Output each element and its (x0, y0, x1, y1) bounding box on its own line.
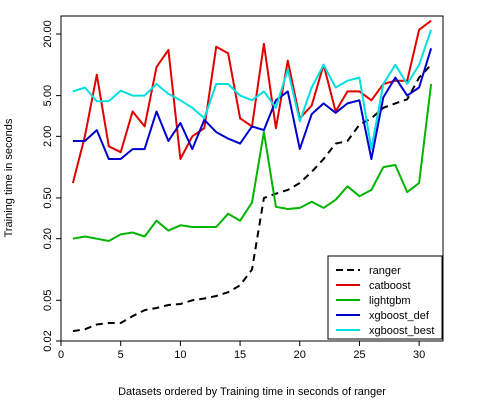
legend-label-ranger: ranger (369, 265, 401, 277)
legend-label-xgboost-def: xgboost_def (369, 310, 430, 322)
legend-label-catboost: catboost (369, 280, 411, 292)
y-tick-label: 0.02 (42, 330, 54, 351)
y-tick-label: 2.00 (42, 126, 54, 147)
y-tick-label: 0.50 (42, 187, 54, 208)
y-axis-title: Training time in seconds (3, 118, 15, 237)
x-tick-label: 0 (58, 349, 64, 361)
y-tick-label: 0.05 (42, 290, 54, 311)
series-line-lightgbm (72, 83, 433, 242)
y-tick-label: 20.00 (42, 20, 54, 48)
legend-label-xgboost-best: xgboost_best (369, 325, 434, 337)
y-tick-label: 0.20 (42, 228, 54, 249)
x-tick-label: 25 (353, 349, 365, 361)
x-tick-label: 10 (174, 349, 186, 361)
legend: ranger catboost lightgbm xgboost_defxgboost… (327, 255, 443, 340)
series-line-xgboost-def (72, 48, 433, 160)
axes-layer: 0 5 10 15 20 25 30 0.02 0.05 0.20 0.50 2.00 5.00 20.0… (42, 20, 425, 361)
y-tick-label: 5.00 (42, 85, 54, 106)
series-line-xgboost-best (72, 29, 433, 151)
x-axis-title: Datasets ordered by Training time in sec… (118, 386, 386, 398)
legend-label-lightgbm: lightgbm (369, 295, 411, 307)
plot-frame (60, 15, 444, 342)
x-tick-label: 20 (294, 349, 306, 361)
x-tick-label: 15 (234, 349, 246, 361)
series-layer (71, 19, 433, 333)
series-line-ranger (72, 64, 432, 333)
x-tick-label: 30 (413, 349, 425, 361)
x-tick-label: 5 (118, 349, 124, 361)
